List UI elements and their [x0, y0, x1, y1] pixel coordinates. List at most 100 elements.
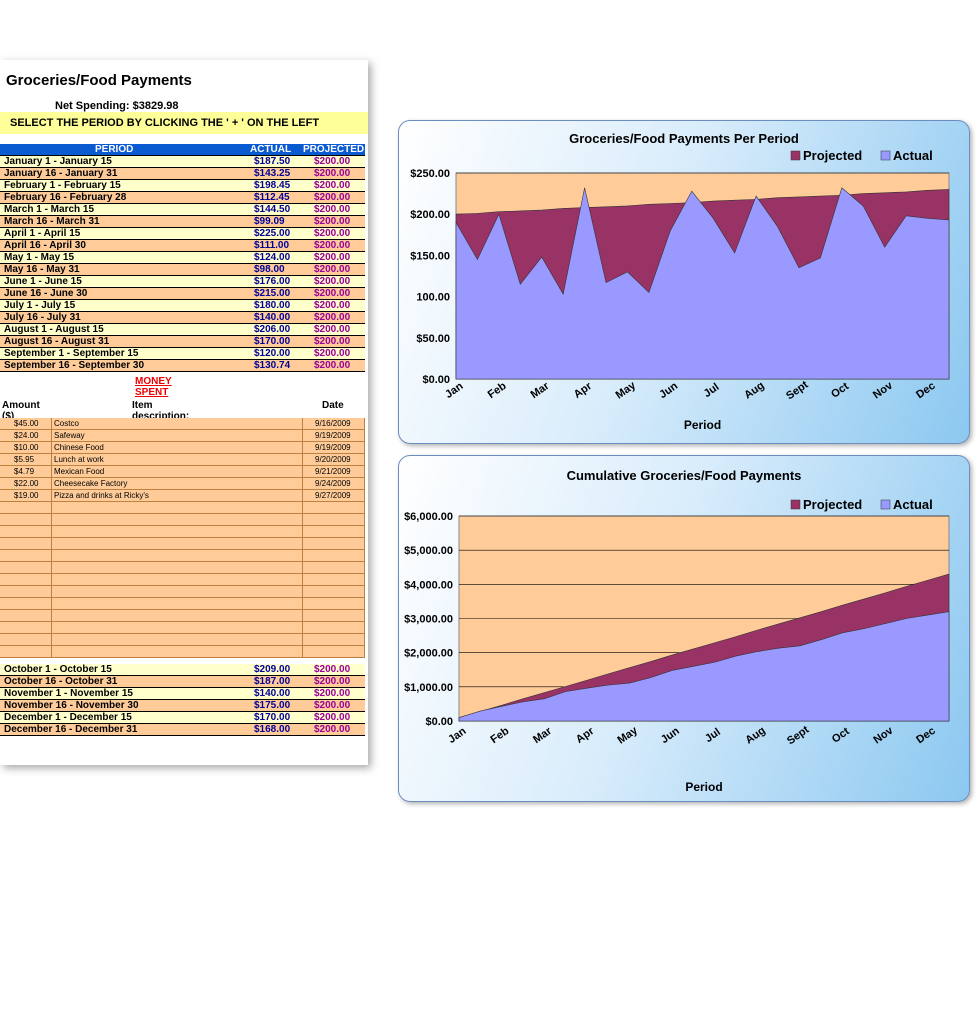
period: June 1 - June 15 — [4, 276, 82, 287]
entry-row: $10.00 Chinese Food 9/19/2009 — [0, 442, 365, 454]
legend-swatch — [880, 499, 891, 510]
x-tick-label: Mar — [529, 380, 552, 401]
actual: $140.00 — [254, 688, 291, 699]
x-axis-title: Period — [685, 780, 722, 794]
x-tick-label: Aug — [742, 379, 766, 401]
y-tick-label: $6,000.00 — [404, 511, 453, 523]
period-row: November 1 - November 15 $140.00 $200.00 — [0, 688, 365, 700]
projected: $200.00 — [314, 324, 351, 335]
period-row: May 16 - May 31 $98.00 $200.00 — [0, 264, 365, 276]
actual: $209.00 — [254, 664, 291, 675]
period-row: March 1 - March 15 $144.50 $200.00 — [0, 204, 365, 216]
projected: $200.00 — [314, 240, 351, 251]
projected: $200.00 — [314, 312, 351, 323]
projected: $200.00 — [314, 712, 351, 723]
date: 9/20/2009 — [303, 454, 365, 466]
amount — [0, 538, 52, 550]
entry-row — [0, 526, 365, 538]
x-tick-label: Jun — [659, 725, 682, 746]
entry-row — [0, 598, 365, 610]
date — [303, 562, 365, 574]
projected: $200.00 — [314, 216, 351, 227]
date — [303, 610, 365, 622]
entry-row — [0, 622, 365, 634]
period: May 16 - May 31 — [4, 264, 80, 275]
actual: $180.00 — [254, 300, 291, 311]
amount — [0, 586, 52, 598]
sheet-title: Groceries/Food Payments — [6, 72, 192, 89]
amount: $10.00 — [0, 442, 52, 454]
chart-panel: Groceries/Food Payments Per Period $0.00 $… — [398, 120, 970, 444]
date: 9/24/2009 — [303, 478, 365, 490]
actual: $111.00 — [254, 240, 290, 251]
chart-panel: Cumulative Groceries/Food Payments $0.00 $… — [398, 455, 970, 802]
actual: $225.00 — [254, 228, 291, 239]
actual: $99.09 — [254, 216, 285, 227]
period: June 16 - June 30 — [4, 288, 88, 299]
x-tick-label: Oct — [830, 725, 852, 746]
amount: $22.00 — [0, 478, 52, 490]
actual: $144.50 — [254, 204, 291, 215]
item — [52, 562, 303, 574]
entry-row — [0, 514, 365, 526]
x-tick-label: Nov — [871, 379, 896, 401]
period-row: July 1 - July 15 $180.00 $200.00 — [0, 300, 365, 312]
x-tick-label: Oct — [829, 380, 851, 401]
actual: $206.00 — [254, 324, 291, 335]
date: 9/27/2009 — [303, 490, 365, 502]
amount: $5.95 — [0, 454, 52, 466]
y-tick-label: $1,000.00 — [404, 682, 453, 694]
x-tick-label: Apr — [574, 725, 597, 746]
legend-swatch — [790, 150, 801, 161]
date: 9/21/2009 — [303, 466, 365, 478]
legend-label: Projected — [803, 497, 862, 512]
entry-row — [0, 634, 365, 646]
amount: $4.79 — [0, 466, 52, 478]
area — [458, 611, 950, 722]
item — [52, 550, 303, 562]
item: Lunch at work — [52, 454, 303, 466]
x-tick-label: May — [614, 379, 639, 402]
item — [52, 538, 303, 550]
y-tick-label: $250.00 — [410, 168, 450, 180]
projected: $200.00 — [314, 336, 351, 347]
chart-title: Groceries/Food Payments Per Period — [569, 131, 799, 146]
x-tick-label: Jul — [702, 381, 722, 400]
date — [303, 526, 365, 538]
projected: $200.00 — [314, 300, 351, 311]
projected: $200.00 — [314, 192, 351, 203]
period-row: August 1 - August 15 $206.00 $200.00 — [0, 324, 365, 336]
projected: $200.00 — [314, 264, 351, 275]
entry-row — [0, 562, 365, 574]
actual: $187.00 — [254, 676, 291, 687]
projected: $200.00 — [314, 700, 351, 711]
actual: $143.25 — [254, 168, 291, 179]
amount — [0, 502, 52, 514]
actual: $170.00 — [254, 712, 291, 723]
date — [303, 502, 365, 514]
legend-swatch — [880, 150, 891, 161]
period: August 16 - August 31 — [4, 336, 110, 347]
entry-row — [0, 550, 365, 562]
entry-row: $5.95 Lunch at work 9/20/2009 — [0, 454, 365, 466]
money-spent-title: MONEY SPENT — [135, 376, 172, 398]
period: September 1 - September 15 — [4, 348, 139, 359]
period: October 16 - October 31 — [4, 676, 118, 687]
period-row: May 1 - May 15 $124.00 $200.00 — [0, 252, 365, 264]
x-tick-label: Mar — [531, 725, 554, 746]
projected: $200.00 — [314, 156, 351, 167]
period-row: December 16 - December 31 $168.00 $200.00 — [0, 724, 365, 736]
period-row: January 1 - January 15 $187.50 $200.00 — [0, 156, 365, 168]
projected: $200.00 — [314, 688, 351, 699]
period-row: October 1 - October 15 $209.00 $200.00 — [0, 664, 365, 676]
projected: $200.00 — [314, 276, 351, 287]
actual: $198.45 — [254, 180, 291, 191]
legend-label: Actual — [893, 148, 933, 163]
period: April 1 - April 15 — [4, 228, 81, 239]
y-tick-label: 100.00 — [416, 292, 450, 304]
period-row: December 1 - December 15 $170.00 $200.00 — [0, 712, 365, 724]
x-axis-title: Period — [684, 418, 721, 432]
net-spending: Net Spending: $3829.98 — [55, 100, 179, 112]
period: January 1 - January 15 — [4, 156, 112, 167]
y-tick-label: $5,000.00 — [404, 545, 453, 557]
